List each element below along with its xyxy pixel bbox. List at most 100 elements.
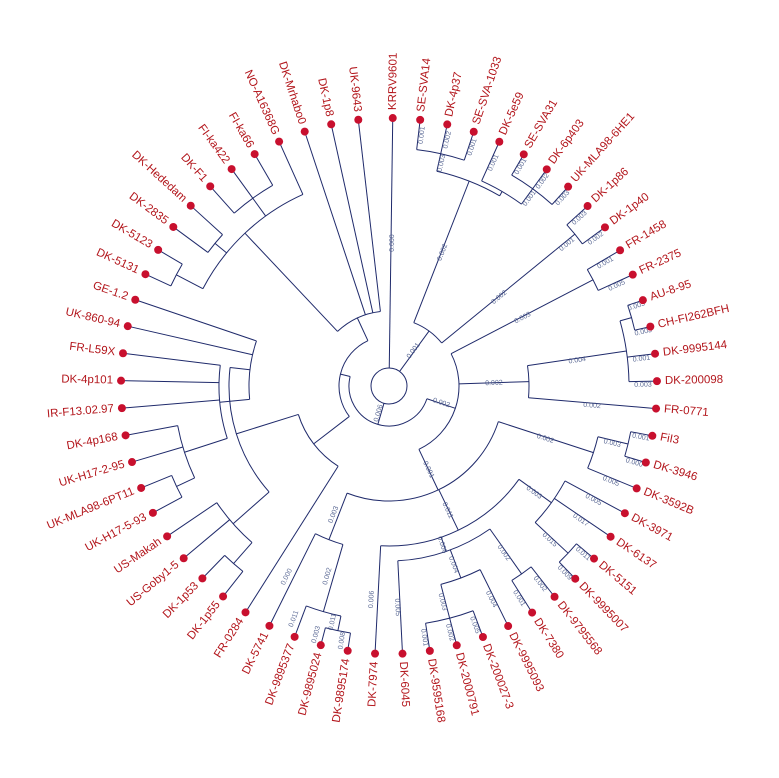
leaf-label: DK-9995144	[662, 339, 728, 359]
tree-branch	[425, 623, 431, 651]
tree-branch	[313, 416, 350, 445]
branch-length-label: 0.002	[535, 172, 551, 190]
branch-length-label: 0.015	[541, 532, 559, 549]
leaf-tip-dot	[154, 245, 163, 254]
tree-branch	[416, 119, 421, 150]
branch-length-label: 0.003	[634, 327, 653, 338]
leaf-label: DK-6045	[397, 661, 411, 707]
tree-branch	[222, 571, 244, 597]
leaf-label: UK-860-94	[64, 306, 121, 330]
tree-branch	[190, 205, 223, 235]
leaf-label: SE-SVA31	[523, 98, 561, 151]
branch-length-label: 0.003	[437, 154, 448, 173]
tree-arc	[534, 480, 566, 523]
tree-branch	[426, 398, 456, 409]
branch-length-label: 0.003	[603, 438, 622, 449]
leaf-label: DK-2000791	[453, 652, 481, 718]
leaf-tip-dot	[550, 592, 559, 601]
tree-arc	[418, 353, 460, 450]
branch-length-label: 0.002	[322, 567, 334, 586]
leaf-tip-dot	[290, 632, 299, 641]
leaf-tip-dot	[416, 115, 425, 124]
leaf-tip-dot	[495, 137, 504, 146]
branch-length-label: 0.001	[406, 342, 422, 360]
leaf-tip-dot	[128, 458, 137, 467]
leaf-label: DK-1p8	[315, 77, 335, 118]
leaf-label: FR-L59X	[69, 341, 116, 359]
branch-length-label: 0.002	[587, 231, 605, 247]
tree-arc	[170, 263, 183, 287]
leaf-label: UK-H17-2-95	[58, 459, 126, 490]
tree-branch	[245, 541, 291, 613]
leaf-label: DK-9895377	[263, 642, 297, 707]
leaf-label: GE-1.2	[91, 280, 129, 303]
tree-branch	[176, 274, 204, 290]
leaf-label: DK-5741	[240, 630, 271, 676]
branch-length-label: 0.005	[608, 279, 627, 293]
tree-arc	[337, 310, 381, 332]
leaf-tip-dot	[638, 296, 647, 305]
branch-length-label: 0.006	[368, 590, 376, 608]
tree-branch	[582, 226, 606, 245]
leaf-tip-dot	[131, 295, 140, 304]
branch-length-label: 0.011	[440, 501, 454, 519]
leaf-tip-dot	[343, 646, 352, 655]
leaf-label: DK-4p101	[61, 373, 113, 386]
leaf-tip-dot	[600, 223, 609, 232]
leaf-label: FR-2375	[638, 247, 684, 277]
branch-length-label: 0.002	[583, 402, 601, 410]
branch-length-label: 0.005	[584, 493, 603, 508]
branch-length-label: 0.001	[418, 126, 427, 144]
tree-branch	[564, 480, 626, 514]
tree-branch	[173, 226, 209, 253]
tree-branch	[254, 153, 274, 186]
tree-branch	[278, 141, 304, 195]
leaf-label: SE-SVA-1033	[471, 55, 505, 126]
tree-branch	[413, 180, 470, 323]
leaf-label: DK-7974	[366, 661, 380, 708]
leaf-label: UK-9643	[346, 66, 363, 112]
leaf-tip-dot	[227, 165, 236, 174]
leaf-tip-dot	[250, 150, 259, 159]
leaf-tips	[117, 114, 661, 658]
leaf-label: DK-7380	[531, 616, 565, 661]
leaf-label: DK-1p86	[590, 166, 632, 205]
tree-branch	[145, 273, 172, 287]
tree-branch	[597, 274, 633, 291]
tree-branch	[176, 477, 195, 487]
leaf-tip-dot	[148, 508, 157, 517]
leaf-tip-dot	[583, 202, 592, 211]
tree-arc	[171, 475, 183, 498]
tree-branch	[233, 542, 253, 564]
leaf-label: FR-0771	[664, 403, 710, 419]
branch-length-label: 0.001	[558, 236, 576, 253]
leaf-tip-dot	[179, 554, 188, 563]
branch-length-label: 0.000	[389, 234, 396, 252]
leaf-label: DK-1p53	[161, 580, 201, 621]
tree-arc	[619, 320, 630, 382]
leaf-label: DK-1p40	[608, 191, 652, 228]
leaf-labels: KRRV9601 SE-SVA14 DK-4p37 SE-SVA-1033DK-5e5…	[45, 53, 730, 724]
tree-branch	[377, 403, 385, 425]
leaf-tip-dot	[648, 431, 657, 440]
tree-branch	[388, 118, 394, 369]
branch-length-label: 0.011	[328, 613, 338, 631]
leaf-tip-dot	[528, 608, 537, 617]
tree-branch	[121, 380, 220, 384]
leaf-tip-dot	[632, 484, 641, 493]
tree-branch	[356, 317, 369, 341]
branch-length-label: 0.011	[574, 546, 592, 562]
tree-branch	[294, 605, 307, 638]
tree-branch	[244, 232, 338, 332]
tree-branch	[397, 560, 404, 654]
tree-branch	[527, 350, 627, 367]
branch-length-label: 0.003	[311, 625, 322, 644]
tree-branch	[183, 519, 230, 559]
tree-branch	[418, 449, 439, 491]
tree-branch	[619, 317, 632, 322]
tree-branch	[436, 153, 442, 172]
branch-length-label: 0.002	[485, 380, 503, 388]
leaf-tip-dot	[117, 376, 126, 385]
leaf-tip-dot	[186, 201, 195, 210]
